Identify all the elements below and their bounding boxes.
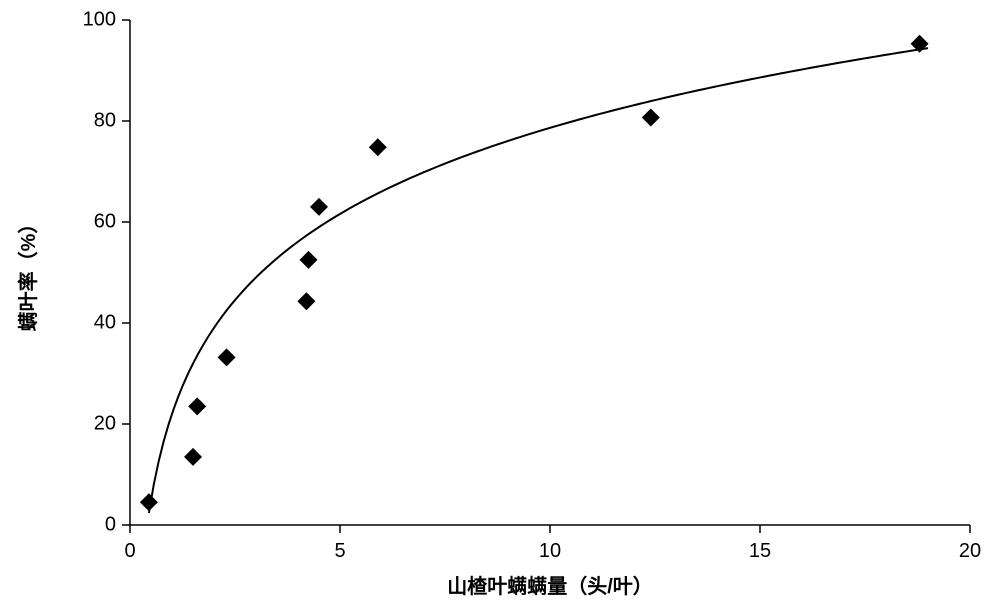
- x-axis-title: 山楂叶螨螨量（头/叶）: [447, 574, 653, 598]
- x-tick-label: 15: [749, 540, 771, 562]
- y-tick-label: 80: [94, 109, 116, 131]
- y-tick-label: 40: [94, 311, 116, 333]
- x-tick-label: 0: [124, 540, 135, 562]
- y-axis-title: 螨叶率（%）: [16, 214, 40, 332]
- y-tick-label: 0: [105, 513, 116, 535]
- chart-svg: 0 20 40 60 80 100 0 5 10 15 20 螨叶率（%） 山楂叶螨螨量（头/叶）: [0, 0, 1000, 615]
- y-tick-label: 60: [94, 210, 116, 232]
- x-tick-label: 5: [334, 540, 345, 562]
- x-tick-label: 20: [959, 540, 981, 562]
- y-tick-label: 100: [83, 8, 116, 30]
- chart-bg: [0, 0, 1000, 615]
- y-tick-label: 20: [94, 412, 116, 434]
- x-tick-label: 10: [539, 540, 561, 562]
- chart-container: 0 20 40 60 80 100 0 5 10 15 20 螨叶率（%） 山楂叶螨螨量（头/叶）: [0, 0, 1000, 615]
